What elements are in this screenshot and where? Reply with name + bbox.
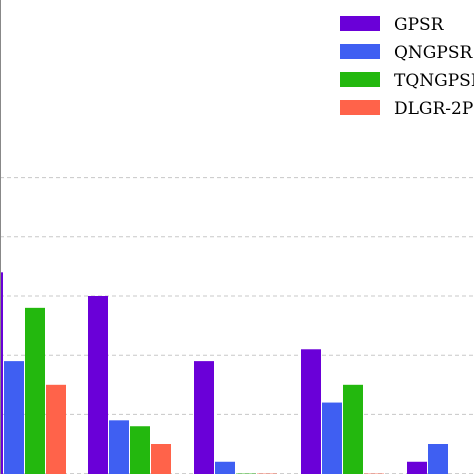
legend-label: TQNGPSR: [394, 71, 474, 91]
bar-dlgr-2p: [46, 384, 66, 474]
bar-gpsr: [407, 461, 427, 474]
bars: [0, 272, 448, 474]
bar-qngpsr: [322, 402, 342, 474]
bar-gpsr: [88, 296, 108, 474]
bar-gpsr: [301, 349, 321, 474]
bar-tqngpsr: [130, 426, 150, 474]
bar-qngpsr: [428, 444, 448, 474]
bar-qngpsr: [109, 420, 129, 474]
bar-qngpsr: [4, 361, 24, 474]
bar-qngpsr: [215, 461, 235, 474]
legend-swatch: [340, 72, 380, 87]
legend-label: GPSR: [394, 15, 445, 35]
legend: GPSR QNGPSR TQNGPSR DLGR-2P: [340, 15, 474, 119]
bar-tqngpsr: [343, 384, 363, 474]
bar-gpsr: [0, 272, 3, 474]
legend-label: QNGPSR: [394, 43, 473, 63]
legend-swatch: [340, 44, 380, 59]
legend-label: DLGR-2P: [394, 99, 473, 119]
gridlines: [0, 177, 474, 474]
legend-swatch: [340, 100, 380, 115]
bar-tqngpsr: [25, 307, 45, 474]
legend-swatch: [340, 16, 380, 31]
bar-gpsr: [194, 361, 214, 474]
bar-dlgr-2p: [151, 444, 171, 474]
